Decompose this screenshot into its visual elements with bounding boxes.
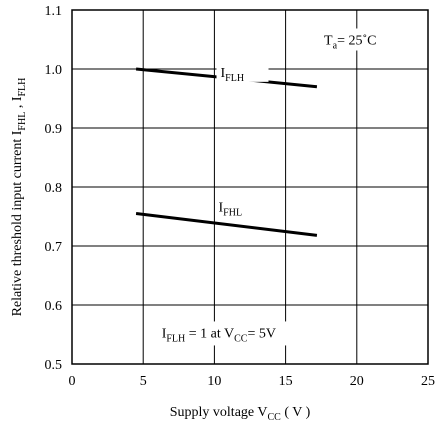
x-tick-label: 5 xyxy=(140,374,147,389)
condition-annotation: IFLH = 1 at VCC= 5V xyxy=(162,326,276,344)
y-tick-label: 1.0 xyxy=(45,63,63,78)
condition-annotation-bg xyxy=(157,321,330,346)
y-tick-label: 1.1 xyxy=(45,4,63,19)
series-label-i-flh: IFLH xyxy=(221,66,245,84)
y-tick-label: 0.9 xyxy=(45,122,63,137)
series-label-i-fhl: IFHL xyxy=(219,200,243,218)
x-tick-label: 0 xyxy=(69,374,76,389)
series-label-i-flh-bg xyxy=(216,61,269,82)
temperature-annotation-bg xyxy=(319,28,402,51)
temperature-annotation: Ta= 25˚C xyxy=(324,34,376,52)
x-tick-label: 10 xyxy=(207,374,221,389)
y-tick-label: 0.5 xyxy=(45,358,63,373)
x-tick-label: 20 xyxy=(350,374,364,389)
y-tick-label: 0.7 xyxy=(45,240,63,255)
plot-frame xyxy=(71,9,429,365)
x-axis-label: Supply voltage VCC ( V ) xyxy=(170,405,311,423)
x-tick-label: 15 xyxy=(279,374,293,389)
x-tick-labels: 0 5 10 15 20 25 xyxy=(69,374,436,389)
y-tick-label: 0.8 xyxy=(45,181,63,196)
y-tick-label: 0.6 xyxy=(45,299,63,314)
y-tick-labels: 0.5 0.6 0.7 0.8 0.9 1.0 1.1 xyxy=(45,4,63,373)
x-tick-label: 25 xyxy=(421,374,435,389)
series-line-i-fhl xyxy=(135,212,318,237)
y-axis-label: Relative threshold input current IFHL , … xyxy=(10,78,28,317)
